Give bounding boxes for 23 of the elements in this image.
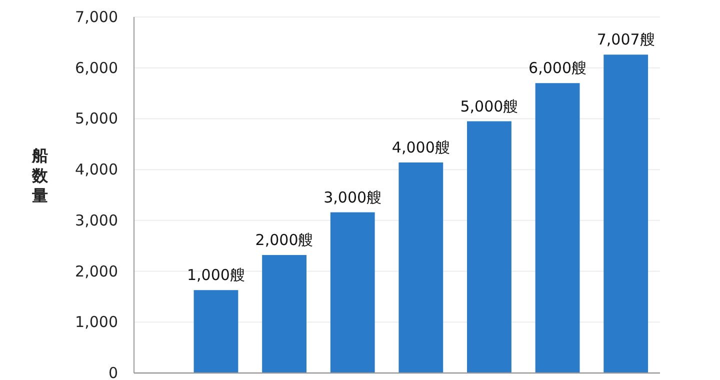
y-tick-label: 7,000	[75, 8, 118, 26]
bar	[535, 83, 580, 373]
annotation: 5,000艘	[460, 97, 518, 116]
annotation: 1,000艘	[186, 266, 245, 284]
y-axis-title: 船数量	[31, 146, 49, 205]
bar	[467, 121, 512, 373]
annotation: 4,000艘	[392, 138, 450, 156]
y-tick-label: 2,000	[75, 262, 118, 280]
annotation: 6,000艘	[528, 59, 587, 78]
bar	[330, 212, 375, 373]
y-tick-label: 4,000	[75, 160, 118, 179]
y-tick-label: 5,000	[75, 110, 118, 128]
y-tick-label: 6,000	[75, 58, 118, 77]
y-tick-label: 1,000	[75, 313, 118, 332]
y-tick-label: 3,000	[75, 211, 118, 230]
bar	[604, 54, 648, 373]
annotation: 7,007艘	[596, 30, 655, 49]
bar	[398, 162, 444, 373]
bar	[262, 255, 306, 373]
y-tick-label: 0	[108, 364, 118, 380]
bar	[194, 290, 238, 373]
annotation: 2,000艘	[255, 231, 314, 250]
annotation: 3,000艘	[324, 188, 382, 206]
